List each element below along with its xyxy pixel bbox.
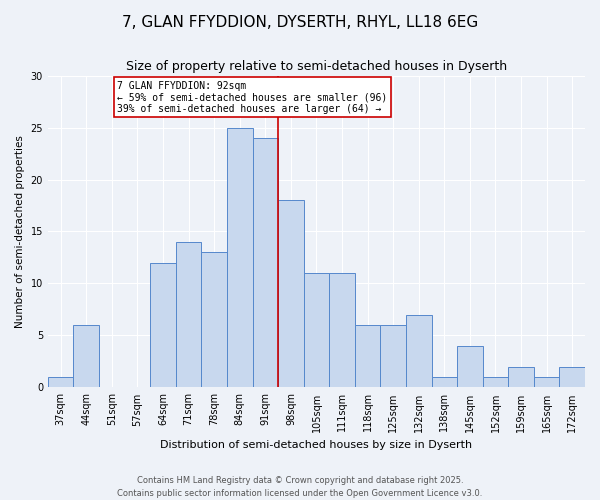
Bar bbox=[508, 366, 534, 388]
Bar bbox=[227, 128, 253, 388]
Text: 7, GLAN FFYDDION, DYSERTH, RHYL, LL18 6EG: 7, GLAN FFYDDION, DYSERTH, RHYL, LL18 6E… bbox=[122, 15, 478, 30]
Bar bbox=[278, 200, 304, 388]
Bar bbox=[355, 325, 380, 388]
Text: Contains HM Land Registry data © Crown copyright and database right 2025.
Contai: Contains HM Land Registry data © Crown c… bbox=[118, 476, 482, 498]
Bar bbox=[150, 262, 176, 388]
Bar bbox=[457, 346, 482, 388]
Bar bbox=[304, 273, 329, 388]
Bar bbox=[380, 325, 406, 388]
Bar bbox=[406, 314, 431, 388]
Title: Size of property relative to semi-detached houses in Dyserth: Size of property relative to semi-detach… bbox=[126, 60, 507, 73]
Bar bbox=[253, 138, 278, 388]
Y-axis label: Number of semi-detached properties: Number of semi-detached properties bbox=[15, 135, 25, 328]
Bar bbox=[482, 377, 508, 388]
Text: 7 GLAN FFYDDION: 92sqm
← 59% of semi-detached houses are smaller (96)
39% of sem: 7 GLAN FFYDDION: 92sqm ← 59% of semi-det… bbox=[117, 81, 387, 114]
Bar bbox=[534, 377, 559, 388]
Bar bbox=[431, 377, 457, 388]
Bar bbox=[73, 325, 99, 388]
Bar bbox=[202, 252, 227, 388]
Bar bbox=[329, 273, 355, 388]
Bar bbox=[176, 242, 202, 388]
Bar bbox=[559, 366, 585, 388]
Bar bbox=[48, 377, 73, 388]
X-axis label: Distribution of semi-detached houses by size in Dyserth: Distribution of semi-detached houses by … bbox=[160, 440, 473, 450]
